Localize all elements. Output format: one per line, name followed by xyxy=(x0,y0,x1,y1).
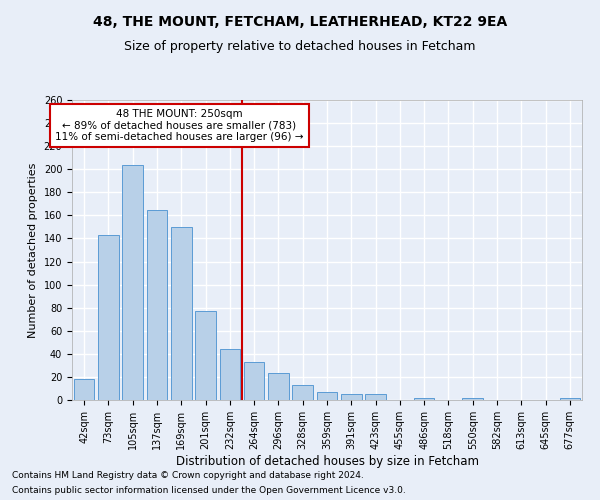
Text: Contains public sector information licensed under the Open Government Licence v3: Contains public sector information licen… xyxy=(12,486,406,495)
Bar xyxy=(414,398,434,400)
Bar xyxy=(365,394,386,400)
Bar xyxy=(317,392,337,400)
X-axis label: Distribution of detached houses by size in Fetcham: Distribution of detached houses by size … xyxy=(176,454,479,468)
Bar xyxy=(74,379,94,400)
Bar xyxy=(560,398,580,400)
Bar xyxy=(171,227,191,400)
Bar xyxy=(122,164,143,400)
Bar xyxy=(220,349,240,400)
Bar xyxy=(463,398,483,400)
Bar xyxy=(195,311,216,400)
Text: 48, THE MOUNT, FETCHAM, LEATHERHEAD, KT22 9EA: 48, THE MOUNT, FETCHAM, LEATHERHEAD, KT2… xyxy=(93,15,507,29)
Bar xyxy=(146,210,167,400)
Text: Size of property relative to detached houses in Fetcham: Size of property relative to detached ho… xyxy=(124,40,476,53)
Bar xyxy=(292,385,313,400)
Text: Contains HM Land Registry data © Crown copyright and database right 2024.: Contains HM Land Registry data © Crown c… xyxy=(12,471,364,480)
Bar xyxy=(98,235,119,400)
Bar xyxy=(268,374,289,400)
Y-axis label: Number of detached properties: Number of detached properties xyxy=(28,162,38,338)
Text: 48 THE MOUNT: 250sqm
← 89% of detached houses are smaller (783)
11% of semi-deta: 48 THE MOUNT: 250sqm ← 89% of detached h… xyxy=(55,109,304,142)
Bar xyxy=(341,394,362,400)
Bar xyxy=(244,362,265,400)
